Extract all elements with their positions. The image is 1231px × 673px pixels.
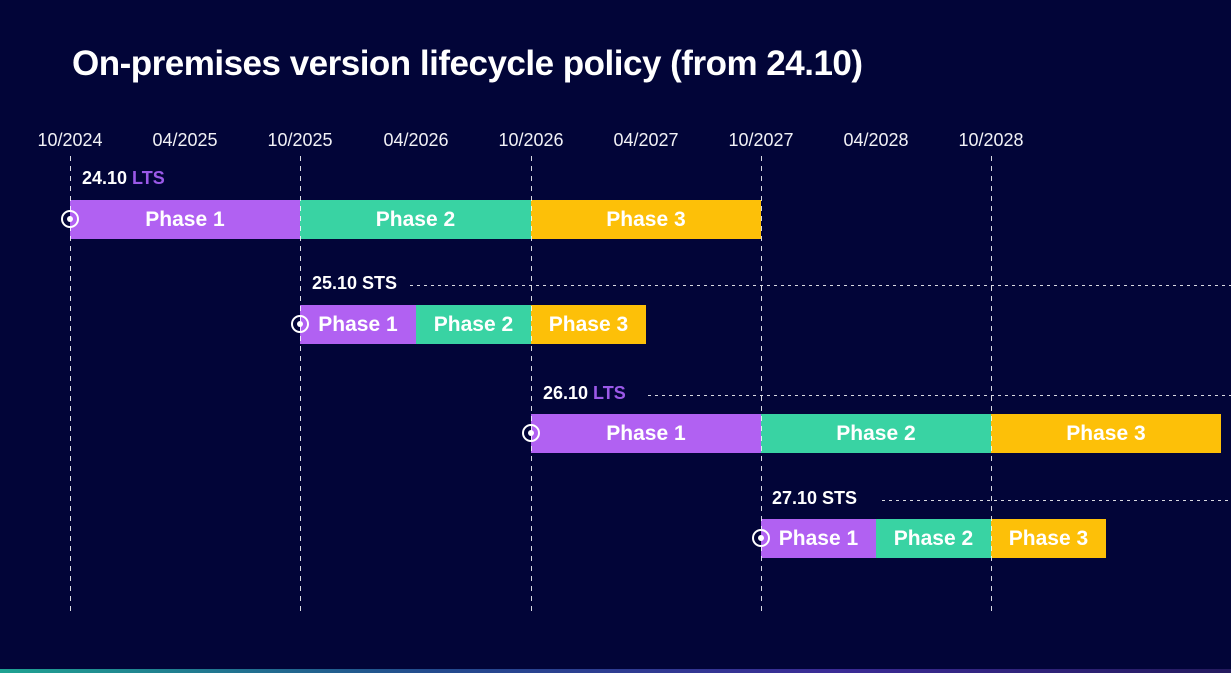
bar-phase-3: Phase 3 [531,200,761,239]
axis-tick: 04/2026 [383,130,449,150]
release-marker-icon [61,210,79,228]
axis-tick: 10/2025 [267,130,333,150]
gridline-vertical [70,156,71,612]
version-text: 24.10 [82,168,128,188]
bar-phase-2: Phase 2 [761,414,991,453]
phase-label: Phase 2 [836,421,916,445]
channel-badge: LTS [132,168,165,188]
bar-phase-2: Phase 2 [416,305,531,344]
release-marker-icon [752,529,770,547]
bar-phase-3: Phase 3 [991,519,1106,558]
gridline-vertical [531,156,532,612]
channel-badge: LTS [593,383,626,403]
phase-label: Phase 3 [1008,526,1089,550]
axis-tick: 10/2026 [498,130,564,150]
leader-line [648,395,1231,396]
phase-label: Phase 2 [893,526,974,550]
row-label-26-10: 26.10 LTS [543,383,626,404]
bar-phase-3: Phase 3 [991,414,1221,453]
bar-phase-1: Phase 1 [300,305,416,344]
row-label-25-10: 25.10 STS [312,273,397,294]
release-marker-icon [522,424,540,442]
phase-label: Phase 3 [1066,421,1146,445]
version-text: 25.10 [312,273,358,293]
bar-phase-1: Phase 1 [531,414,761,453]
phase-label: Phase 1 [606,421,686,445]
leader-line [882,500,1231,501]
axis-tick: 04/2027 [613,130,679,150]
bar-phase-1: Phase 1 [70,200,300,239]
axis-tick: 10/2027 [728,130,794,150]
bar-phase-2: Phase 2 [876,519,991,558]
channel-badge: STS [362,273,398,293]
axis-tick: 10/2028 [958,130,1024,150]
phase-label: Phase 3 [606,207,686,231]
row-label-27-10: 27.10 STS [772,488,857,509]
phase-label: Phase 2 [375,207,456,231]
bar-phase-2: Phase 2 [300,200,531,239]
bottom-gradient-strip [0,669,1231,673]
gridline-vertical [761,156,762,612]
phase-label: Phase 3 [548,312,629,336]
gridline-vertical [991,156,992,612]
axis-tick: 10/2024 [37,130,103,150]
version-text: 26.10 [543,383,589,403]
row-label-24-10: 24.10 LTS [82,168,165,189]
release-marker-icon [291,315,309,333]
phase-label: Phase 2 [433,312,514,336]
axis-tick: 04/2025 [152,130,218,150]
axis-tick: 04/2028 [843,130,909,150]
phase-label: Phase 1 [778,526,859,550]
bar-phase-3: Phase 3 [531,305,646,344]
version-text: 27.10 [772,488,818,508]
channel-badge: STS [822,488,858,508]
phase-label: Phase 1 [145,207,225,231]
leader-line [410,285,1231,286]
gridline-vertical [300,156,301,612]
page-title: On-premises version lifecycle policy (fr… [72,44,863,83]
bar-phase-1: Phase 1 [761,519,876,558]
phase-label: Phase 1 [318,312,398,336]
